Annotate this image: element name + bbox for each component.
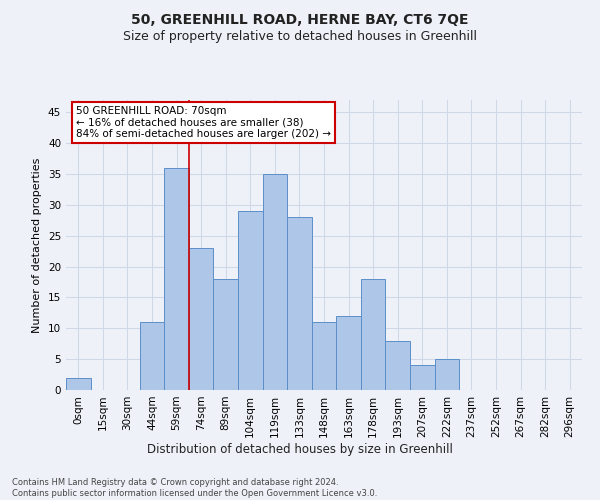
Bar xyxy=(361,279,385,390)
Text: Contains HM Land Registry data © Crown copyright and database right 2024.
Contai: Contains HM Land Registry data © Crown c… xyxy=(12,478,377,498)
Bar xyxy=(238,211,263,390)
Bar xyxy=(312,322,336,390)
Text: 50 GREENHILL ROAD: 70sqm
← 16% of detached houses are smaller (38)
84% of semi-d: 50 GREENHILL ROAD: 70sqm ← 16% of detach… xyxy=(76,106,331,139)
Bar xyxy=(263,174,287,390)
Bar xyxy=(410,366,434,390)
Bar xyxy=(287,217,312,390)
Text: Distribution of detached houses by size in Greenhill: Distribution of detached houses by size … xyxy=(147,442,453,456)
Y-axis label: Number of detached properties: Number of detached properties xyxy=(32,158,43,332)
Bar xyxy=(189,248,214,390)
Bar xyxy=(214,279,238,390)
Bar xyxy=(140,322,164,390)
Text: Size of property relative to detached houses in Greenhill: Size of property relative to detached ho… xyxy=(123,30,477,43)
Bar xyxy=(66,378,91,390)
Bar xyxy=(164,168,189,390)
Bar xyxy=(385,340,410,390)
Text: 50, GREENHILL ROAD, HERNE BAY, CT6 7QE: 50, GREENHILL ROAD, HERNE BAY, CT6 7QE xyxy=(131,12,469,26)
Bar xyxy=(434,359,459,390)
Bar xyxy=(336,316,361,390)
